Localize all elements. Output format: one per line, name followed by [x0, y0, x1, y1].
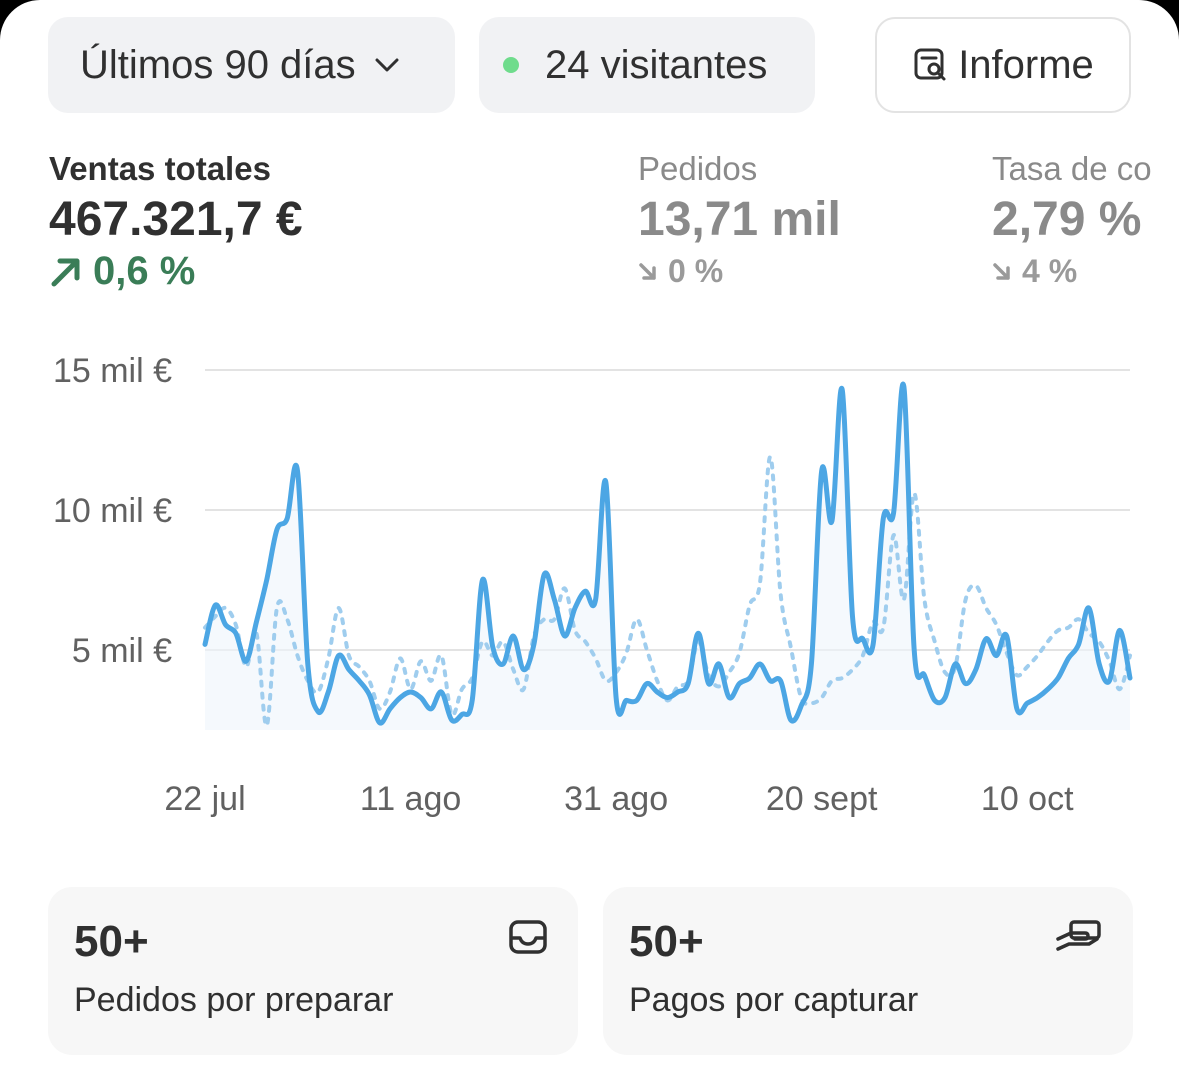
report-button[interactable]: Informe: [875, 17, 1131, 113]
orders-to-fulfill-card[interactable]: 50+ Pedidos por preparar: [48, 887, 578, 1055]
sales-chart-svg: 15 mil € 10 mil € 5 mil € 22 jul 11 ago 31 ag…: [53, 352, 1133, 818]
card-count: 50+: [629, 917, 704, 966]
screen-corner-left: [0, 0, 40, 40]
x-tick-label: 31 ago: [564, 780, 668, 818]
task-cards: 50+ Pedidos por preparar 50+ Pagos por c…: [48, 887, 1133, 1055]
metric-sales-value: 467.321,7 €: [49, 193, 303, 246]
screen-corner-right: [1139, 0, 1179, 40]
arrow-down-right-icon: [638, 262, 658, 282]
metric-orders[interactable]: Pedidos 13,71 mil 0 %: [638, 150, 841, 290]
card-label: Pagos por capturar: [629, 981, 919, 1019]
x-tick-label: 22 jul: [164, 780, 245, 818]
report-search-icon: [912, 46, 950, 84]
x-tick-label: 11 ago: [360, 780, 461, 818]
arrow-down-right-icon: [992, 262, 1012, 282]
live-dot-icon: [503, 57, 519, 73]
hand-cash-icon: [1055, 919, 1103, 955]
y-tick-label: 5 mil €: [72, 632, 172, 670]
metric-conversion-rate[interactable]: Tasa de co 2,79 % 4 %: [992, 150, 1152, 290]
metric-conversion-delta-value: 4 %: [1022, 253, 1078, 289]
y-tick-label: 15 mil €: [53, 352, 172, 390]
card-label: Pedidos por preparar: [74, 981, 394, 1019]
metric-conversion-delta: 4 %: [992, 253, 1152, 290]
metric-orders-label: Pedidos: [638, 150, 758, 187]
date-range-picker[interactable]: Últimos 90 días: [48, 17, 455, 113]
live-visitors-button[interactable]: 24 visitantes: [479, 17, 815, 113]
metric-sales-delta: 0,6 %: [49, 249, 303, 294]
visitors-label: 24 visitantes: [545, 42, 768, 87]
x-tick-label: 10 oct: [981, 780, 1074, 818]
metric-orders-delta-value: 0 %: [668, 253, 724, 289]
inbox-icon: [508, 919, 548, 955]
metric-total-sales[interactable]: Ventas totales 467.321,7 € 0,6 %: [49, 150, 303, 294]
arrow-up-right-icon: [49, 255, 83, 289]
current-period-line: [202, 381, 1133, 726]
report-label: Informe: [958, 42, 1094, 87]
y-tick-label: 10 mil €: [53, 492, 172, 530]
payments-to-capture-card[interactable]: 50+ Pagos por capturar: [603, 887, 1133, 1055]
metric-conversion-value: 2,79 %: [992, 193, 1142, 246]
metric-orders-value: 13,71 mil: [638, 193, 841, 246]
metric-orders-delta: 0 %: [638, 253, 841, 290]
metric-conversion-label: Tasa de co: [992, 150, 1152, 187]
x-tick-label: 20 sept: [766, 780, 878, 818]
current-series-area: [205, 384, 1130, 730]
metrics-row: Ventas totales 467.321,7 € 0,6 % Pedidos…: [0, 150, 1179, 320]
metric-sales-delta-value: 0,6 %: [93, 249, 196, 293]
chevron-down-icon: [374, 57, 400, 73]
sales-chart[interactable]: 15 mil € 10 mil € 5 mil € 22 jul 11 ago 31 ag…: [0, 330, 1179, 830]
metric-sales-label: Ventas totales: [49, 150, 271, 187]
toolbar: Últimos 90 días 24 visitantes Informe: [48, 17, 1131, 113]
card-count: 50+: [74, 917, 149, 966]
date-range-label: Últimos 90 días: [80, 42, 356, 87]
